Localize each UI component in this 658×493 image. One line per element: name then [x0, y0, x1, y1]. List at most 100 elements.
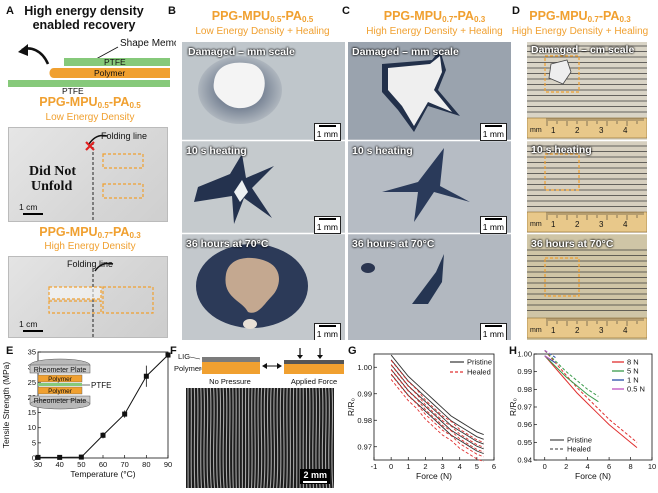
unfold-text: Unfold [31, 179, 73, 194]
c-caption-1: Damaged – mm scale [352, 46, 459, 58]
x-axis-label: Force (N) [575, 471, 611, 481]
g-healed-cycle [390, 360, 484, 443]
d-r3-n3: 3 [599, 326, 604, 335]
panel-label-b: B [168, 5, 176, 17]
e-inset: Rheometer Plate Polymer Polymer PTFE Rhe… [29, 358, 111, 410]
c-title-main: PPG-MPU [383, 9, 443, 23]
d-title-mid: -PA [598, 9, 620, 23]
f-lig-line [219, 388, 222, 488]
panel-label-d: D [512, 5, 520, 17]
x-tick-label: 70 [120, 460, 128, 469]
b-scale-text-3: 1 mm [316, 329, 338, 339]
mat2-sub2: 0.3 [129, 231, 141, 240]
f-lig-line [196, 388, 199, 488]
c-scale-text-2: 1 mm [482, 222, 504, 232]
panel-c-photo: Damaged – mm scale 10 s heating 36 hours… [348, 42, 511, 340]
f-lig-line [216, 388, 219, 488]
h-series-healed-line [544, 350, 638, 443]
d-caption-3: 36 hours at 70°C [531, 238, 614, 250]
panel-a-material-2-sub: High Energy Density [44, 241, 136, 252]
f-lig-line [263, 388, 266, 488]
g-pristine-cycle [390, 354, 484, 435]
fold-arrow-2 [94, 262, 114, 272]
panel-b-photo: Damaged – mm scale 10 s heating 36 hours… [182, 42, 345, 340]
d-r2-n1: 1 [551, 220, 556, 229]
c-scalebar-1: 1 mm [479, 123, 507, 141]
ptfe-top-label: PTFE [104, 57, 126, 67]
mat1-sub1: 0.5 [97, 101, 109, 110]
y-tick-label: 25 [28, 378, 36, 387]
d-r3-n2: 2 [575, 326, 580, 335]
f-lig-line [250, 388, 253, 488]
f-lig-line [222, 388, 225, 488]
c-title-mid: -PA [453, 9, 474, 23]
x-tick-label: 4 [458, 462, 462, 471]
h-series-line [544, 355, 638, 449]
y-tick-label: 0.94 [517, 456, 532, 465]
y-axis-label: Tensile Strength (MPa) [1, 362, 11, 449]
b-crack-center [234, 180, 248, 202]
c-caption-3: 36 hours at 70°C [352, 238, 435, 250]
d-ruler-ticks [546, 118, 644, 326]
f-lig-line [206, 388, 209, 488]
chart-h: 0 2 4 6 8 10 0.94 0.95 0.96 0.97 0.98 0.99 1.00 Force… [508, 350, 656, 482]
mat1-mid: -PA [108, 95, 130, 109]
y-tick-label: 0.97 [357, 442, 372, 451]
fold-annotations-1 [23, 134, 144, 221]
y-tick-label: 0.99 [517, 367, 532, 376]
d-caption-1: Damaged – cm scale [531, 44, 635, 56]
c-damage-hole [388, 56, 452, 126]
b-healed-region [225, 257, 279, 313]
y-tick-label: 15 [28, 408, 36, 417]
x-tick-label: 0 [543, 462, 547, 471]
panel-label-a: A [6, 5, 14, 17]
h-style-legend-label: Healed [567, 445, 591, 454]
sample-box-2b [48, 300, 102, 314]
f-lig-line [232, 388, 234, 488]
e-data-point [100, 432, 106, 438]
f-lig-lines [187, 388, 334, 488]
b-scalebar-1: 1 mm [313, 123, 341, 141]
f-lig-line [203, 388, 206, 488]
panel-d-photo: Damaged – cm scale 10 s heating 36 hours… [527, 42, 647, 340]
ptfe-bottom-label: PTFE [62, 86, 84, 94]
panel-a-heading-line2: enabled recovery [32, 18, 136, 32]
f-polymer-layer-2 [284, 364, 344, 374]
d-ruler-3-unit: mm [530, 327, 542, 334]
g-legend-label: Healed [467, 368, 491, 377]
c-bubble [361, 263, 375, 273]
y-tick-label: 0.98 [517, 385, 532, 394]
g-legend-label: Pristine [467, 358, 492, 367]
y-tick-label: 1.00 [357, 363, 372, 372]
did-not-text: Did Not [29, 164, 77, 179]
d-r2-n3: 3 [599, 220, 604, 229]
panel-a-heading-line1: High energy density [24, 4, 144, 18]
x-axis-label: Temperature (°C) [70, 469, 135, 479]
e-data-point [165, 352, 171, 358]
b-scale-text-2: 1 mm [316, 222, 338, 232]
d-r2-n4: 4 [623, 220, 628, 229]
f-lig-line [212, 388, 216, 488]
h-style-legend-label: Pristine [567, 436, 592, 445]
f-lig-line [331, 388, 334, 488]
panel-c-micrographs [348, 42, 511, 340]
b-title-main: PPG-MPU [211, 9, 271, 23]
panel-b-title: PPG-MPU0.5-PA0.5 [180, 9, 345, 24]
double-arrow-icon [262, 363, 282, 369]
f-lig-line [254, 388, 256, 488]
y-tick-label: 0.95 [517, 438, 532, 447]
sample-box-bottom [102, 183, 144, 199]
x-tick-label: 2 [564, 462, 568, 471]
f-lig-line [286, 388, 288, 488]
d-caption-2: 10 s heating [531, 144, 592, 156]
y-tick-label: 35 [28, 348, 36, 357]
g-healed-cycle [390, 374, 484, 458]
e-data-point [78, 454, 84, 460]
x-tick-label: 6 [492, 462, 496, 471]
x-tick-label: 0 [389, 462, 393, 471]
y-tick-label: 0.98 [357, 416, 372, 425]
panel-c-subtitle: High Energy Density + Healing [366, 26, 503, 37]
x-tick-label: 4 [586, 462, 590, 471]
panel-a-material-1: PPG-MPU0.5-PA0.5 [20, 95, 160, 110]
d-title-s2: 0.3 [619, 15, 631, 24]
